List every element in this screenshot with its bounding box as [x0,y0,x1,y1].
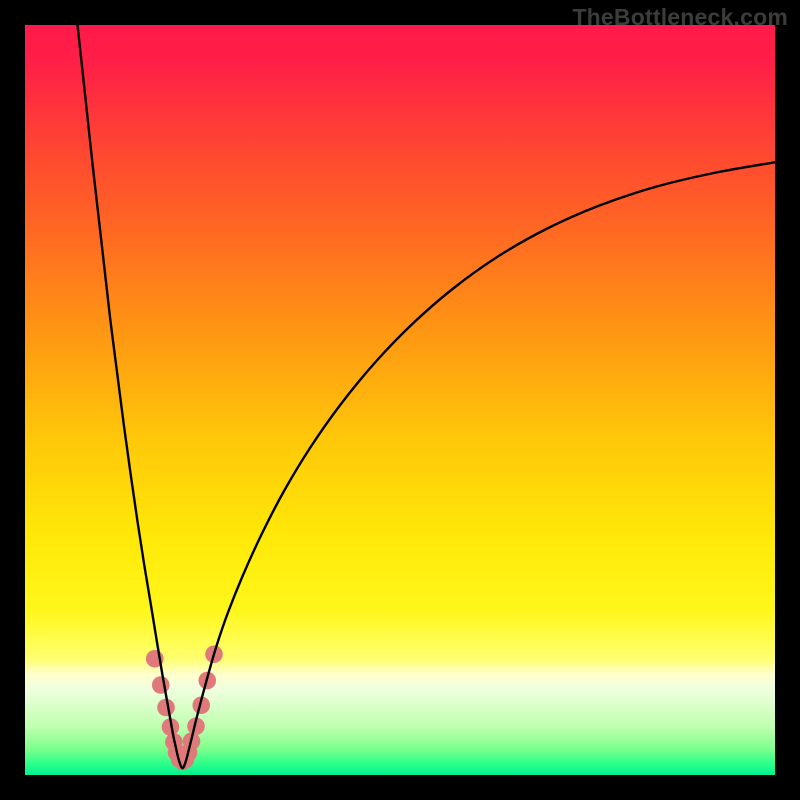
plot-background [25,25,775,775]
chart-stage: TheBottleneck.com [0,0,800,800]
dip-dot [152,676,170,694]
bottleneck-chart [0,0,800,800]
